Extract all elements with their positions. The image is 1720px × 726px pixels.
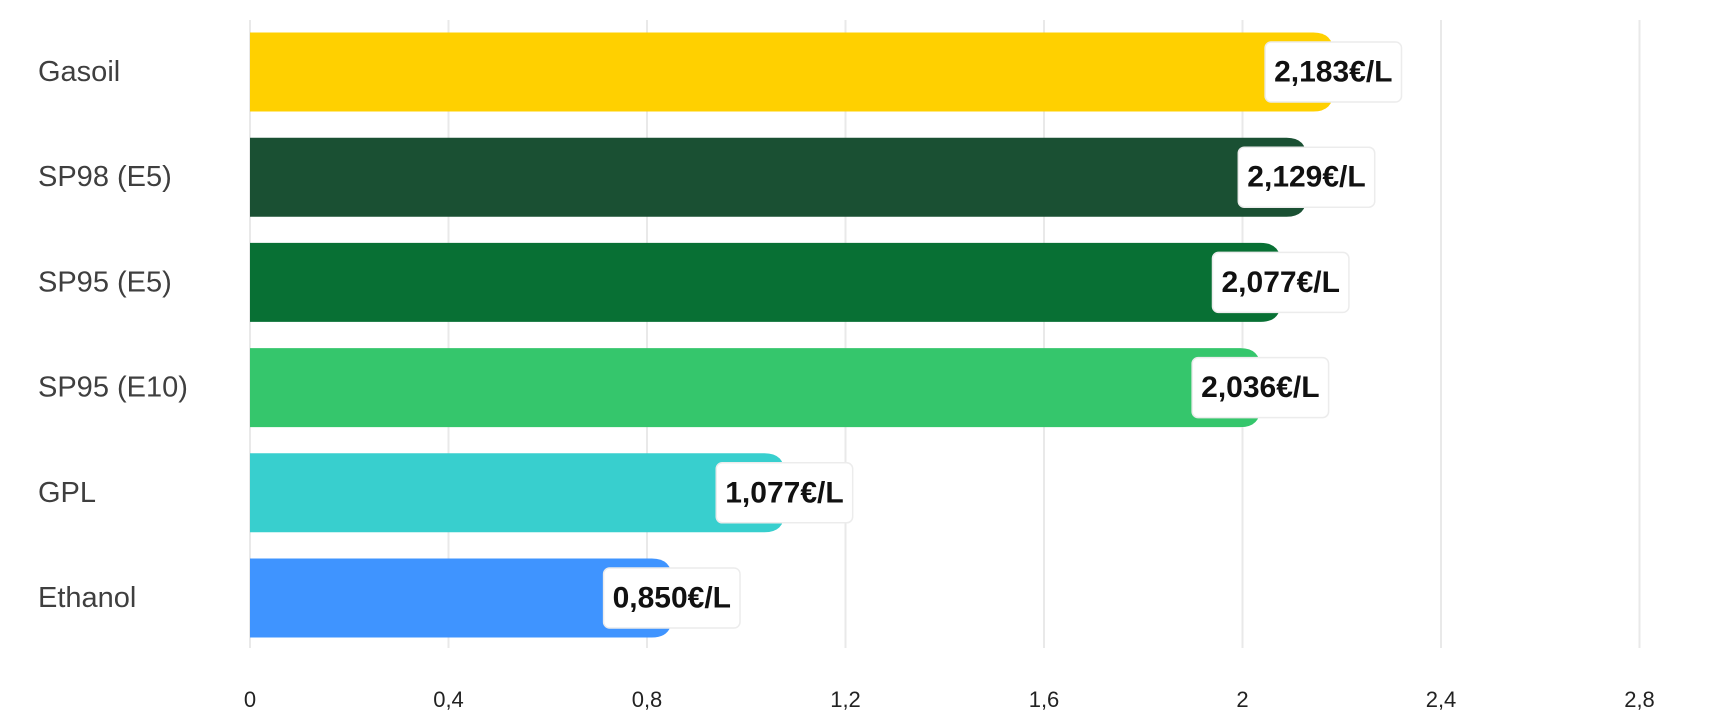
value-label: 2,077€/L — [1222, 266, 1340, 299]
x-tick-label: 2,8 — [1624, 687, 1655, 712]
value-label-badge: 0,850€/L — [602, 567, 741, 629]
value-label-background — [602, 567, 741, 629]
x-tick-label: 1,6 — [1029, 687, 1060, 712]
value-label-background — [1211, 251, 1350, 314]
bar — [250, 137, 1307, 217]
value-label-background — [1191, 356, 1330, 419]
value-label-background — [715, 462, 854, 524]
value-label: 2,183€/L — [1274, 56, 1392, 89]
value-label-badge: 2,036€/L — [1191, 356, 1330, 419]
value-labels: 2,183€/L 2,129€/L 2,077€/L 2,036€/L 1,077€/L… — [602, 41, 1403, 629]
value-label: 2,129€/L — [1247, 161, 1365, 194]
bar — [250, 558, 672, 638]
category-label: Ethanol — [38, 582, 136, 614]
bar — [250, 348, 1261, 428]
x-tick-label: 1,2 — [830, 687, 861, 712]
bars — [250, 32, 1334, 638]
value-label: 1,077€/L — [725, 476, 843, 509]
x-tick-label: 2 — [1236, 687, 1248, 712]
x-tick-label: 2,4 — [1426, 687, 1457, 712]
bar — [250, 242, 1281, 322]
x-tick-label: 0,4 — [433, 687, 464, 712]
bar — [250, 32, 1334, 112]
x-axis-tick-labels: 0 0,4 0,8 1,2 1,6 2 2,4 2,8 — [244, 687, 1655, 712]
value-label: 2,036€/L — [1201, 371, 1319, 404]
category-label: SP98 (E5) — [38, 161, 172, 193]
bar — [250, 453, 785, 533]
grid-lines — [249, 20, 1641, 648]
category-label: SP95 (E5) — [38, 266, 172, 298]
value-label-badge: 1,077€/L — [715, 462, 854, 524]
x-tick-label: 0 — [244, 687, 256, 712]
category-label: SP95 (E10) — [38, 372, 188, 404]
value-label-badge: 2,183€/L — [1264, 41, 1403, 103]
category-label: GPL — [38, 477, 96, 509]
category-labels: Gasoil SP98 (E5) SP95 (E5) SP95 (E10) GPL Eth… — [38, 56, 188, 614]
value-label: 0,850€/L — [613, 582, 731, 615]
value-label-badge: 2,077€/L — [1211, 251, 1350, 314]
value-label-badge: 2,129€/L — [1237, 146, 1376, 208]
value-label-background — [1237, 146, 1376, 208]
category-label: Gasoil — [38, 56, 120, 88]
value-label-background — [1264, 41, 1403, 103]
x-tick-label: 0,8 — [632, 687, 663, 712]
